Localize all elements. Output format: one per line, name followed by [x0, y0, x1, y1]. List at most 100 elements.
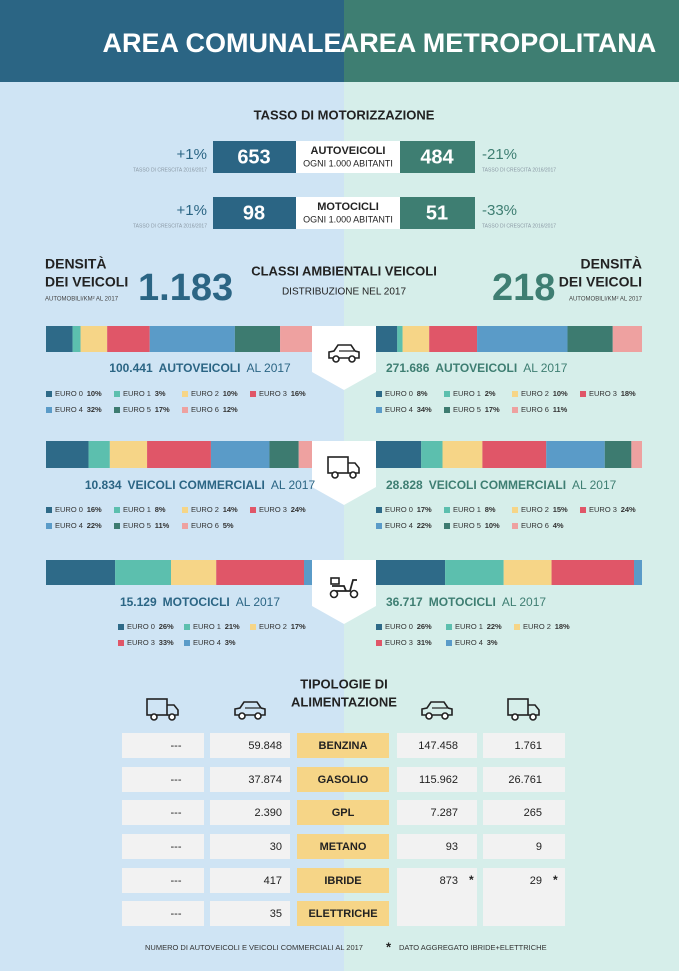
unit-box [296, 141, 400, 173]
legend-item: EURO 4 22% [55, 521, 102, 530]
fuel-name: GPL [332, 807, 355, 819]
legend-value: 3% [487, 638, 498, 647]
legend-name: EURO 0 [55, 389, 83, 398]
legend-value: 10% [485, 521, 500, 530]
legend-item: EURO 4 22% [385, 521, 432, 530]
legend-value: 26% [159, 622, 174, 631]
legend-item: EURO 0 8% [385, 389, 428, 398]
fuel-cell [297, 868, 389, 893]
right-growth: -21% [482, 146, 517, 163]
value-cell [122, 834, 204, 859]
fuel-name: ELETTRICHE [308, 908, 377, 920]
class-segment [149, 326, 235, 352]
fuel-cell [297, 733, 389, 758]
cell-value: 7.287 [430, 807, 458, 819]
group-total: 271.686 AUTOVEICOLI AL 2017 [386, 361, 568, 375]
legend-swatch [182, 507, 188, 513]
total-name: VEICOLI COMMERCIALI [128, 478, 265, 492]
group-total: 28.828 VEICOLI COMMERCIALI AL 2017 [386, 478, 617, 492]
right-value: 484 [420, 146, 454, 168]
legend-value: 4% [553, 521, 564, 530]
legend-value: 34% [417, 405, 432, 414]
legend-item: EURO 4 32% [55, 405, 102, 414]
legend-value: 16% [87, 505, 102, 514]
right-value-box [400, 197, 475, 229]
legend-value: 22% [87, 521, 102, 530]
value-cell [210, 868, 290, 893]
legend-swatch [444, 523, 450, 529]
legend-value: 5% [223, 521, 234, 530]
legend-value: 14% [223, 505, 238, 514]
cell-value: --- [171, 875, 182, 887]
right-growth: -33% [482, 202, 517, 219]
classes-title: CLASSI AMBIENTALI VEICOLI [251, 263, 437, 278]
total-year: AL 2017 [523, 361, 568, 375]
legend-name: EURO 2 [523, 622, 551, 631]
cell-value: 873 [440, 875, 458, 887]
value-cell [210, 733, 290, 758]
legend-value: 11% [155, 521, 170, 530]
value-cell [483, 767, 565, 792]
value-cell [397, 733, 477, 758]
cell-value: 30 [270, 841, 282, 853]
legend-item: EURO 6 12% [191, 405, 238, 414]
left-growth: +1% [177, 202, 207, 219]
cell-value: 29 [530, 875, 542, 887]
value-cell [483, 834, 565, 859]
class-segment [72, 326, 81, 352]
value-cell [483, 800, 565, 825]
legend-swatch [250, 507, 256, 513]
total-year: AL 2017 [271, 478, 316, 492]
legend-item: EURO 0 26% [385, 622, 432, 631]
group-total: 15.129 MOTOCICLI AL 2017 [120, 595, 280, 609]
legend-swatch [446, 640, 452, 646]
total-number: 100.441 [109, 361, 153, 375]
group-total: 100.441 AUTOVEICOLI AL 2017 [109, 361, 291, 375]
value-cell [210, 901, 290, 926]
legend-value: 10% [87, 389, 102, 398]
total-name: AUTOVEICOLI [159, 361, 241, 375]
legend-swatch [376, 624, 382, 630]
total-name: MOTOCICLI [429, 595, 496, 609]
total-number: 28.828 [386, 478, 423, 492]
legend-name: EURO 2 [521, 389, 549, 398]
class-segment [88, 441, 110, 468]
legend-item: EURO 3 24% [589, 505, 636, 514]
header-left: AREA COMUNALE [103, 28, 342, 58]
class-segment [631, 441, 642, 468]
legend-name: EURO 1 [455, 622, 483, 631]
cell-value: 35 [270, 908, 282, 920]
legend-value: 2% [485, 389, 496, 398]
legend-item: EURO 0 16% [55, 505, 102, 514]
legend-swatch [444, 391, 450, 397]
class-segment [46, 560, 116, 585]
value-cell [397, 868, 477, 926]
legend-name: EURO 0 [55, 505, 83, 514]
class-segment [477, 326, 568, 352]
legend-swatch [46, 391, 52, 397]
legend-name: EURO 0 [385, 389, 413, 398]
legend-name: EURO 2 [191, 389, 219, 398]
legend-value: 17% [155, 405, 170, 414]
value-cell [122, 901, 204, 926]
density-value-left: 1.183 [138, 267, 233, 309]
total-year: AL 2017 [236, 595, 281, 609]
legend-name: EURO 6 [191, 521, 219, 530]
class-segment [216, 560, 305, 585]
cell-value: 2.390 [254, 807, 282, 819]
legend-item: EURO 5 17% [123, 405, 170, 414]
class-segment [115, 560, 172, 585]
class-segment [397, 326, 403, 352]
left-value-box [213, 141, 296, 173]
legend-name: EURO 3 [259, 389, 287, 398]
legend-name: EURO 4 [193, 638, 221, 647]
legend-item: EURO 0 26% [127, 622, 174, 631]
icon-badge [312, 560, 376, 624]
legend-name: EURO 3 [127, 638, 155, 647]
legend-item: EURO 1 22% [455, 622, 502, 631]
legend-swatch [46, 407, 52, 413]
class-segment [376, 326, 398, 352]
legend-value: 21% [225, 622, 240, 631]
fuel-cell [297, 767, 389, 792]
class-segment [421, 441, 443, 468]
